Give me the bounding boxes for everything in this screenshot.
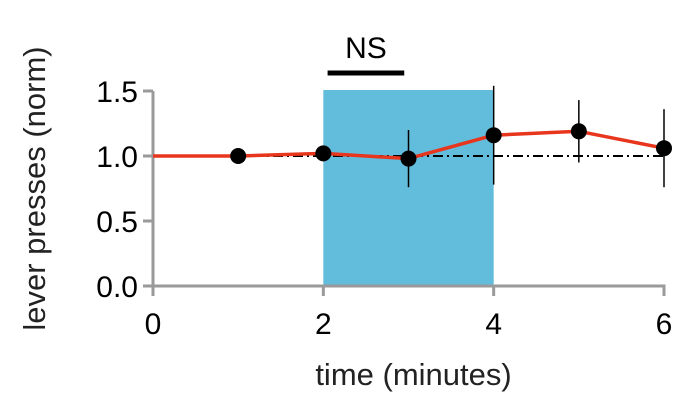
y-tick-label: 0.0 bbox=[96, 271, 138, 304]
data-point bbox=[230, 148, 247, 164]
series-layer bbox=[153, 85, 672, 188]
y-tick-label: 0.5 bbox=[96, 206, 138, 239]
x-tick-label: 6 bbox=[656, 308, 673, 341]
x-tick-label: 0 bbox=[145, 308, 162, 341]
annotation-layer: NS bbox=[327, 32, 405, 76]
significance-label: NS bbox=[345, 32, 387, 65]
data-point bbox=[656, 140, 672, 157]
x-tick-label: 4 bbox=[485, 308, 502, 341]
y-axis-label: lever presses (norm) bbox=[17, 46, 52, 330]
data-point bbox=[400, 150, 417, 167]
x-axis-label: time (minutes) bbox=[315, 357, 511, 392]
y-tick-label: 1.5 bbox=[96, 76, 138, 109]
data-point bbox=[570, 123, 587, 140]
y-tick-label: 1.0 bbox=[96, 141, 138, 174]
x-tick-label: 2 bbox=[315, 308, 332, 341]
shaded-region-layer bbox=[323, 90, 494, 286]
axes: 0.0 0.5 1.0 1.5 0 2 4 6 bbox=[96, 76, 672, 341]
shaded-region bbox=[323, 90, 494, 286]
data-point bbox=[485, 127, 502, 144]
data-point bbox=[315, 145, 332, 162]
